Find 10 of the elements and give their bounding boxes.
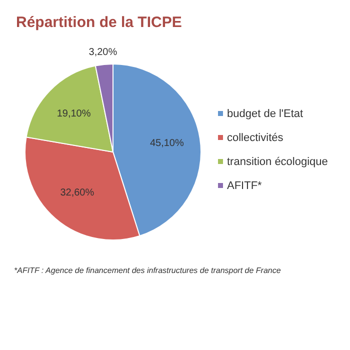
legend-label: collectivités (227, 132, 284, 144)
chart-title: Répartition de la TICPE (15, 13, 183, 33)
data-label: 19,10% (56, 108, 91, 120)
text: *AFITF : Agence de financement des infrastructures de transport de France (13, 265, 282, 277)
data-label: 45,10% (150, 138, 184, 150)
data-label: 3,20% (88, 47, 118, 58)
data-label: 32,60% (60, 188, 94, 199)
legend-label: AFITF* (227, 180, 262, 192)
legend-label: transition écologique (227, 156, 328, 168)
legend-label: budget de l'Etat (227, 108, 304, 120)
